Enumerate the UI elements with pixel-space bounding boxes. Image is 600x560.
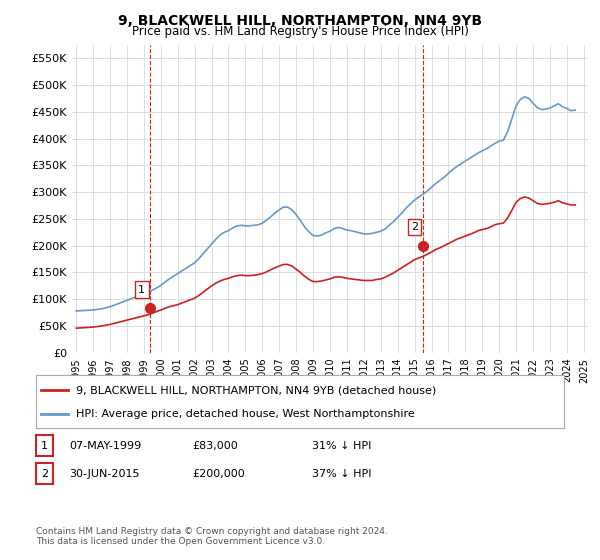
Text: 9, BLACKWELL HILL, NORTHAMPTON, NN4 9YB (detached house): 9, BLACKWELL HILL, NORTHAMPTON, NN4 9YB … bbox=[76, 385, 436, 395]
Text: 2: 2 bbox=[411, 222, 418, 232]
Text: 1: 1 bbox=[138, 284, 145, 295]
Text: 30-JUN-2015: 30-JUN-2015 bbox=[69, 469, 139, 479]
Text: 2: 2 bbox=[41, 469, 48, 479]
Text: 07-MAY-1999: 07-MAY-1999 bbox=[69, 441, 141, 451]
Text: £200,000: £200,000 bbox=[192, 469, 245, 479]
Text: 37% ↓ HPI: 37% ↓ HPI bbox=[312, 469, 371, 479]
Text: 31% ↓ HPI: 31% ↓ HPI bbox=[312, 441, 371, 451]
Text: 9, BLACKWELL HILL, NORTHAMPTON, NN4 9YB: 9, BLACKWELL HILL, NORTHAMPTON, NN4 9YB bbox=[118, 14, 482, 28]
Text: Contains HM Land Registry data © Crown copyright and database right 2024.
This d: Contains HM Land Registry data © Crown c… bbox=[36, 526, 388, 546]
Text: 1: 1 bbox=[41, 441, 48, 451]
Text: £83,000: £83,000 bbox=[192, 441, 238, 451]
Text: Price paid vs. HM Land Registry's House Price Index (HPI): Price paid vs. HM Land Registry's House … bbox=[131, 25, 469, 38]
Text: HPI: Average price, detached house, West Northamptonshire: HPI: Average price, detached house, West… bbox=[76, 408, 415, 418]
